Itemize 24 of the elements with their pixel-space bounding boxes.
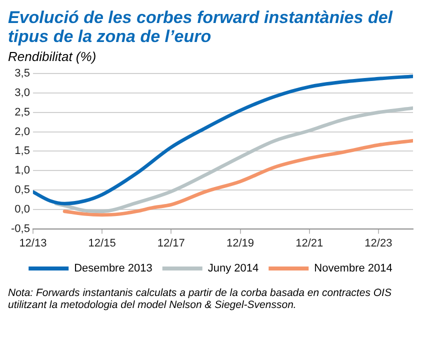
- x-tick-label: 12/23: [364, 237, 392, 250]
- y-tick-label: 3,0: [14, 87, 30, 100]
- legend-label: Juny 2014: [208, 262, 259, 275]
- line-series: [54, 106, 413, 214]
- line-series: [32, 74, 413, 206]
- y-tick-label: 2,5: [14, 106, 30, 118]
- y-tick-label: 0,0: [14, 203, 30, 216]
- line-series: [62, 138, 413, 217]
- y-tick-label: 1,5: [14, 145, 30, 158]
- x-tick-label: 12/15: [88, 237, 116, 250]
- text: Nota: Forwards instantanis calculats a partir de la corba basada en contractes OIS utilitzant la metodologia del model Nelson & Siegel-Svensson.: [8, 287, 392, 311]
- x-tick-label: 12/13: [19, 237, 47, 250]
- legend-label: Desembre 2013: [74, 262, 152, 275]
- y-tick-label: -0,5: [10, 222, 30, 235]
- y-tick-label: 2,0: [14, 126, 30, 138]
- y-axis-title: Rendibilitat (%): [8, 49, 98, 64]
- chart-title: Evolució de les corbes forward instantànies del tipus de la zona de l’euro: [8, 8, 394, 46]
- y-tick-label: 0,5: [14, 184, 30, 196]
- x-tick-label: 12/21: [296, 237, 324, 250]
- y-tick-label: 3,5: [14, 68, 30, 80]
- x-tick-label: 12/19: [226, 237, 254, 250]
- legend-label: Novembre 2014: [314, 262, 392, 275]
- x-tick-label: 12/17: [157, 237, 185, 250]
- y-tick-label: 1,0: [14, 164, 30, 177]
